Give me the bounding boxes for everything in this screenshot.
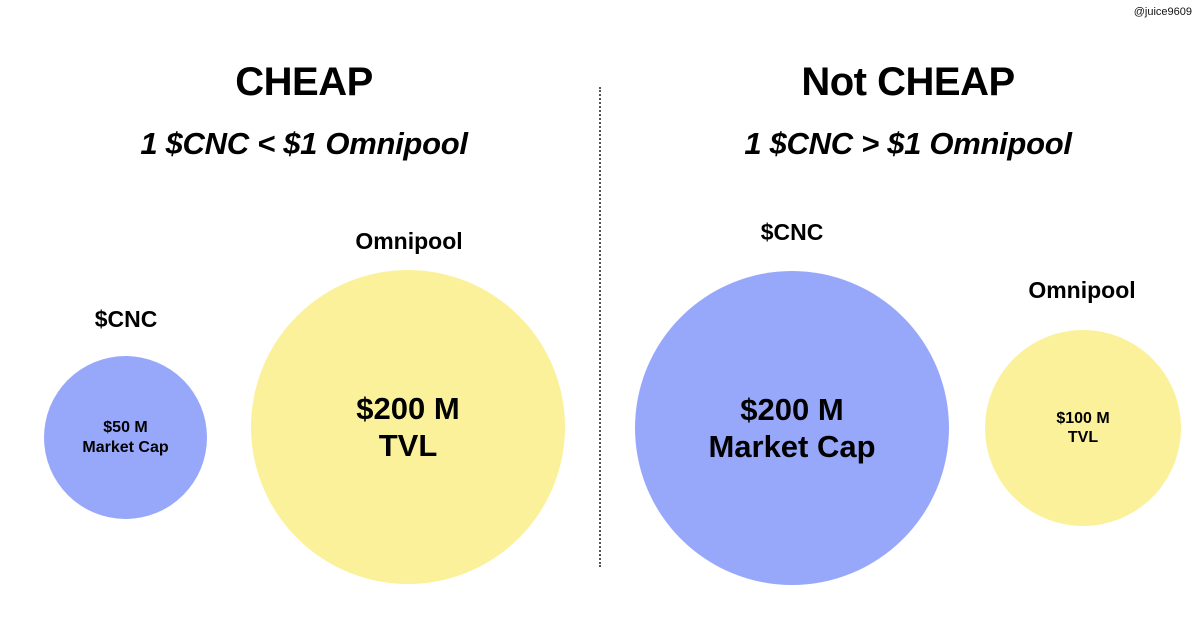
right-omnipool-metric: TVL xyxy=(1067,429,1099,446)
right-omnipool-circle: $100 M TVL xyxy=(985,330,1181,526)
right-cnc-metric: Market Cap xyxy=(708,429,876,464)
right-cnc-label: $CNC xyxy=(760,219,824,245)
right-omnipool-label: Omnipool xyxy=(1028,277,1136,303)
left-cnc-value: $50 M xyxy=(103,419,148,437)
left-omnipool-metric: TVL xyxy=(378,428,438,463)
left-omnipool-circle: $200 M TVL xyxy=(251,270,565,584)
cheap-heading: CHEAP xyxy=(235,60,373,104)
panel-divider xyxy=(599,87,601,567)
right-cnc-circle: $200 M Market Cap xyxy=(635,271,949,585)
not-cheap-heading: Not CHEAP xyxy=(801,60,1015,104)
author-watermark: @juice9609 xyxy=(1133,6,1192,18)
left-cnc-label: $CNC xyxy=(94,306,158,332)
left-cnc-circle: $50 M Market Cap xyxy=(44,356,207,519)
left-omnipool-label: Omnipool xyxy=(355,228,463,254)
left-cnc-metric: Market Cap xyxy=(82,438,169,456)
right-omnipool-value: $100 M xyxy=(1056,409,1110,427)
right-cnc-value: $200 M xyxy=(740,391,844,427)
left-omnipool-value: $200 M xyxy=(356,390,460,426)
not-cheap-subheading: 1 $CNC > $1 Omnipool xyxy=(744,126,1072,161)
cheap-subheading: 1 $CNC < $1 Omnipool xyxy=(140,126,468,161)
